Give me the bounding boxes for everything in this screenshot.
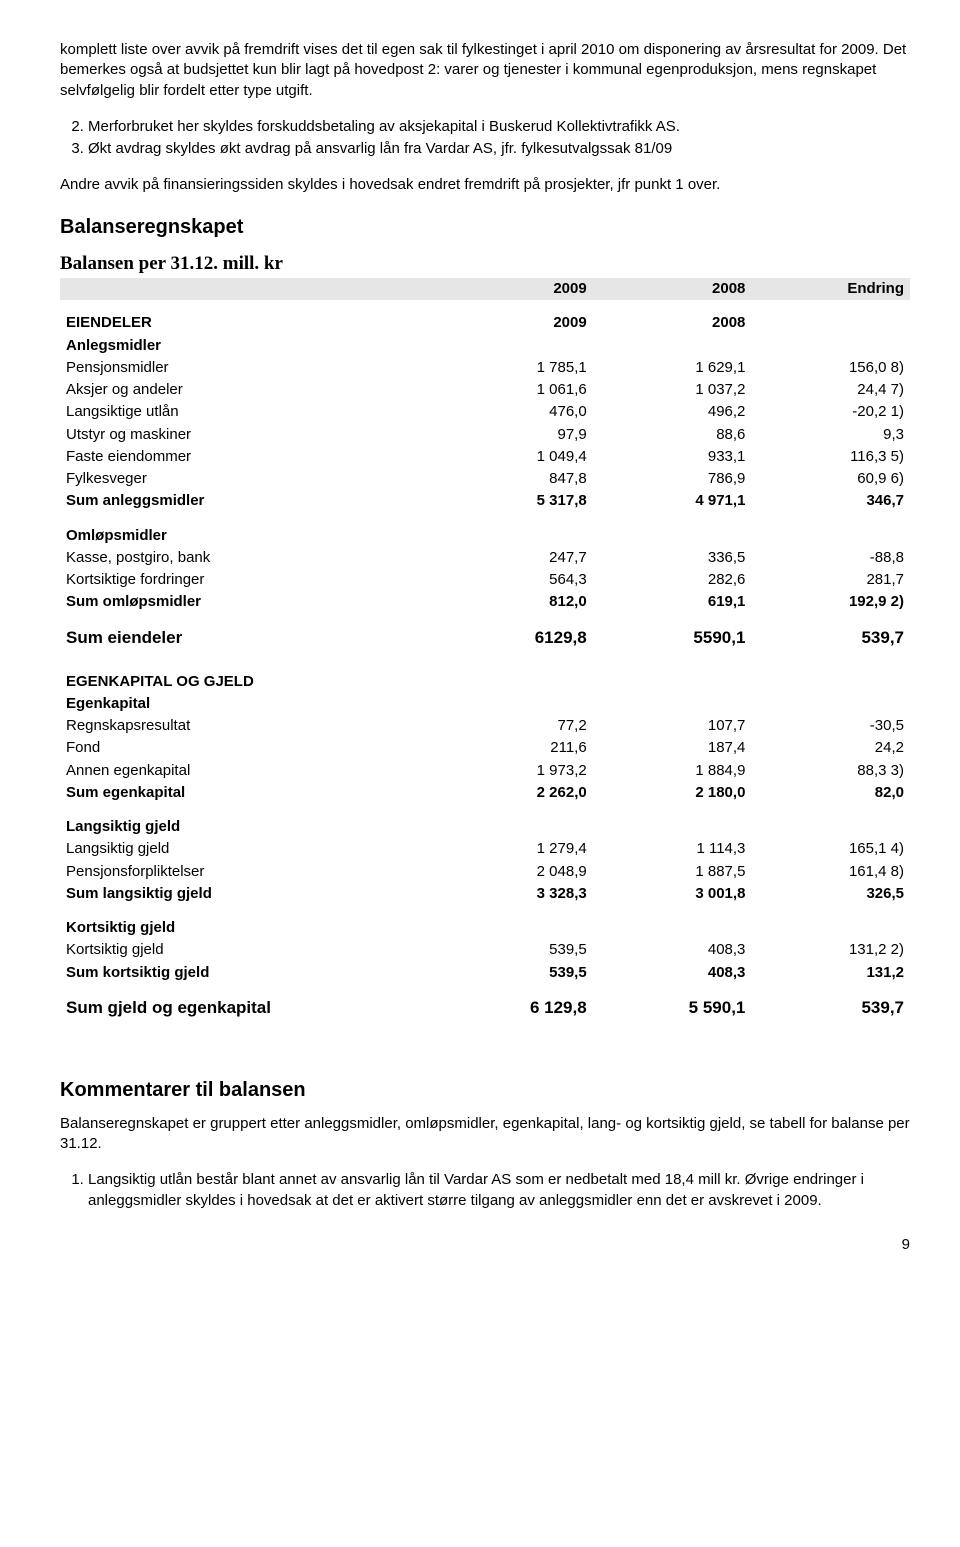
table-row: Langsiktige utlån476,0496,2-20,2 1) — [60, 401, 910, 423]
page-number: 9 — [60, 1235, 910, 1255]
table-row: Utstyr og maskiner97,988,69,3 — [60, 424, 910, 446]
heading-kommentarer: Kommentarer til balansen — [60, 1077, 910, 1104]
comments-numbered-list: Langsiktig utlån består blant annet av a… — [60, 1170, 910, 1211]
comments-paragraph-1: Balanseregnskapet er gruppert etter anle… — [60, 1114, 910, 1155]
table-row: Kasse, postgiro, bank247,7336,5-88,8 — [60, 547, 910, 569]
omlopsmidler-header: Omløpsmidler — [60, 525, 910, 547]
intro-paragraph-1: komplett liste over avvik på fremdrift v… — [60, 40, 910, 101]
table-row: Annen egenkapital1 973,21 884,988,3 3) — [60, 760, 910, 782]
sum-anleggsmidler-row: Sum anleggsmidler5 317,84 971,1346,7 — [60, 490, 910, 512]
table-row: Aksjer og andeler1 061,61 037,224,4 7) — [60, 379, 910, 401]
eiendeler-header: EIENDELER 2009 2008 — [60, 312, 910, 334]
table-row: Kortsiktige fordringer564,3282,6281,7 — [60, 569, 910, 591]
sum-langsiktig-gjeld-row: Sum langsiktig gjeld3 328,33 001,8326,5 — [60, 883, 910, 905]
egenkapital-header: Egenkapital — [60, 693, 910, 715]
sum-kortsiktig-gjeld-row: Sum kortsiktig gjeld539,5408,3131,2 — [60, 962, 910, 984]
sum-egenkapital-row: Sum egenkapital2 262,02 180,082,0 — [60, 782, 910, 804]
table-row: Fond211,6187,424,2 — [60, 737, 910, 759]
comments-item-1: Langsiktig utlån består blant annet av a… — [88, 1170, 910, 1211]
table-row: Kortsiktig gjeld539,5408,3131,2 2) — [60, 939, 910, 961]
sum-eiendeler-row: Sum eiendeler6129,85590,1539,7 — [60, 626, 910, 651]
heading-balanseregnskapet: Balanseregnskapet — [60, 214, 910, 241]
intro-numbered-list: Merforbruket her skyldes forskuddsbetali… — [60, 117, 910, 160]
sum-omlopsmidler-row: Sum omløpsmidler812,0619,1192,9 2) — [60, 591, 910, 613]
heading-balansen-per: Balansen per 31.12. mill. kr — [60, 251, 910, 277]
langsiktig-gjeld-header: Langsiktig gjeld — [60, 816, 910, 838]
intro-item-2: Merforbruket her skyldes forskuddsbetali… — [88, 117, 910, 137]
intro-item-3: Økt avdrag skyldes økt avdrag på ansvarl… — [88, 139, 910, 159]
col-2008: 2008 — [593, 278, 752, 300]
egenkapital-gjeld-header: EGENKAPITAL OG GJELD — [60, 671, 910, 693]
anlegsmidler-header: Anlegsmidler — [60, 335, 910, 357]
table-row: Pensjonsmidler1 785,11 629,1156,0 8) — [60, 357, 910, 379]
table-row: Pensjonsforpliktelser2 048,91 887,5161,4… — [60, 861, 910, 883]
balance-table: 2009 2008 Endring EIENDELER 2009 2008 An… — [60, 278, 910, 1021]
sum-gjeld-egenkapital-row: Sum gjeld og egenkapital6 129,85 590,153… — [60, 996, 910, 1021]
table-row: Regnskapsresultat77,2107,7-30,5 — [60, 715, 910, 737]
intro-paragraph-2: Andre avvik på finansieringssiden skylde… — [60, 175, 910, 195]
col-endring: Endring — [751, 278, 910, 300]
kortsiktig-gjeld-header: Kortsiktig gjeld — [60, 917, 910, 939]
table-row: Langsiktig gjeld1 279,41 114,3165,1 4) — [60, 838, 910, 860]
table-row: Faste eiendommer1 049,4933,1116,3 5) — [60, 446, 910, 468]
table-header-row: 2009 2008 Endring — [60, 278, 910, 300]
table-row: Fylkesveger847,8786,960,9 6) — [60, 468, 910, 490]
col-2009: 2009 — [434, 278, 593, 300]
